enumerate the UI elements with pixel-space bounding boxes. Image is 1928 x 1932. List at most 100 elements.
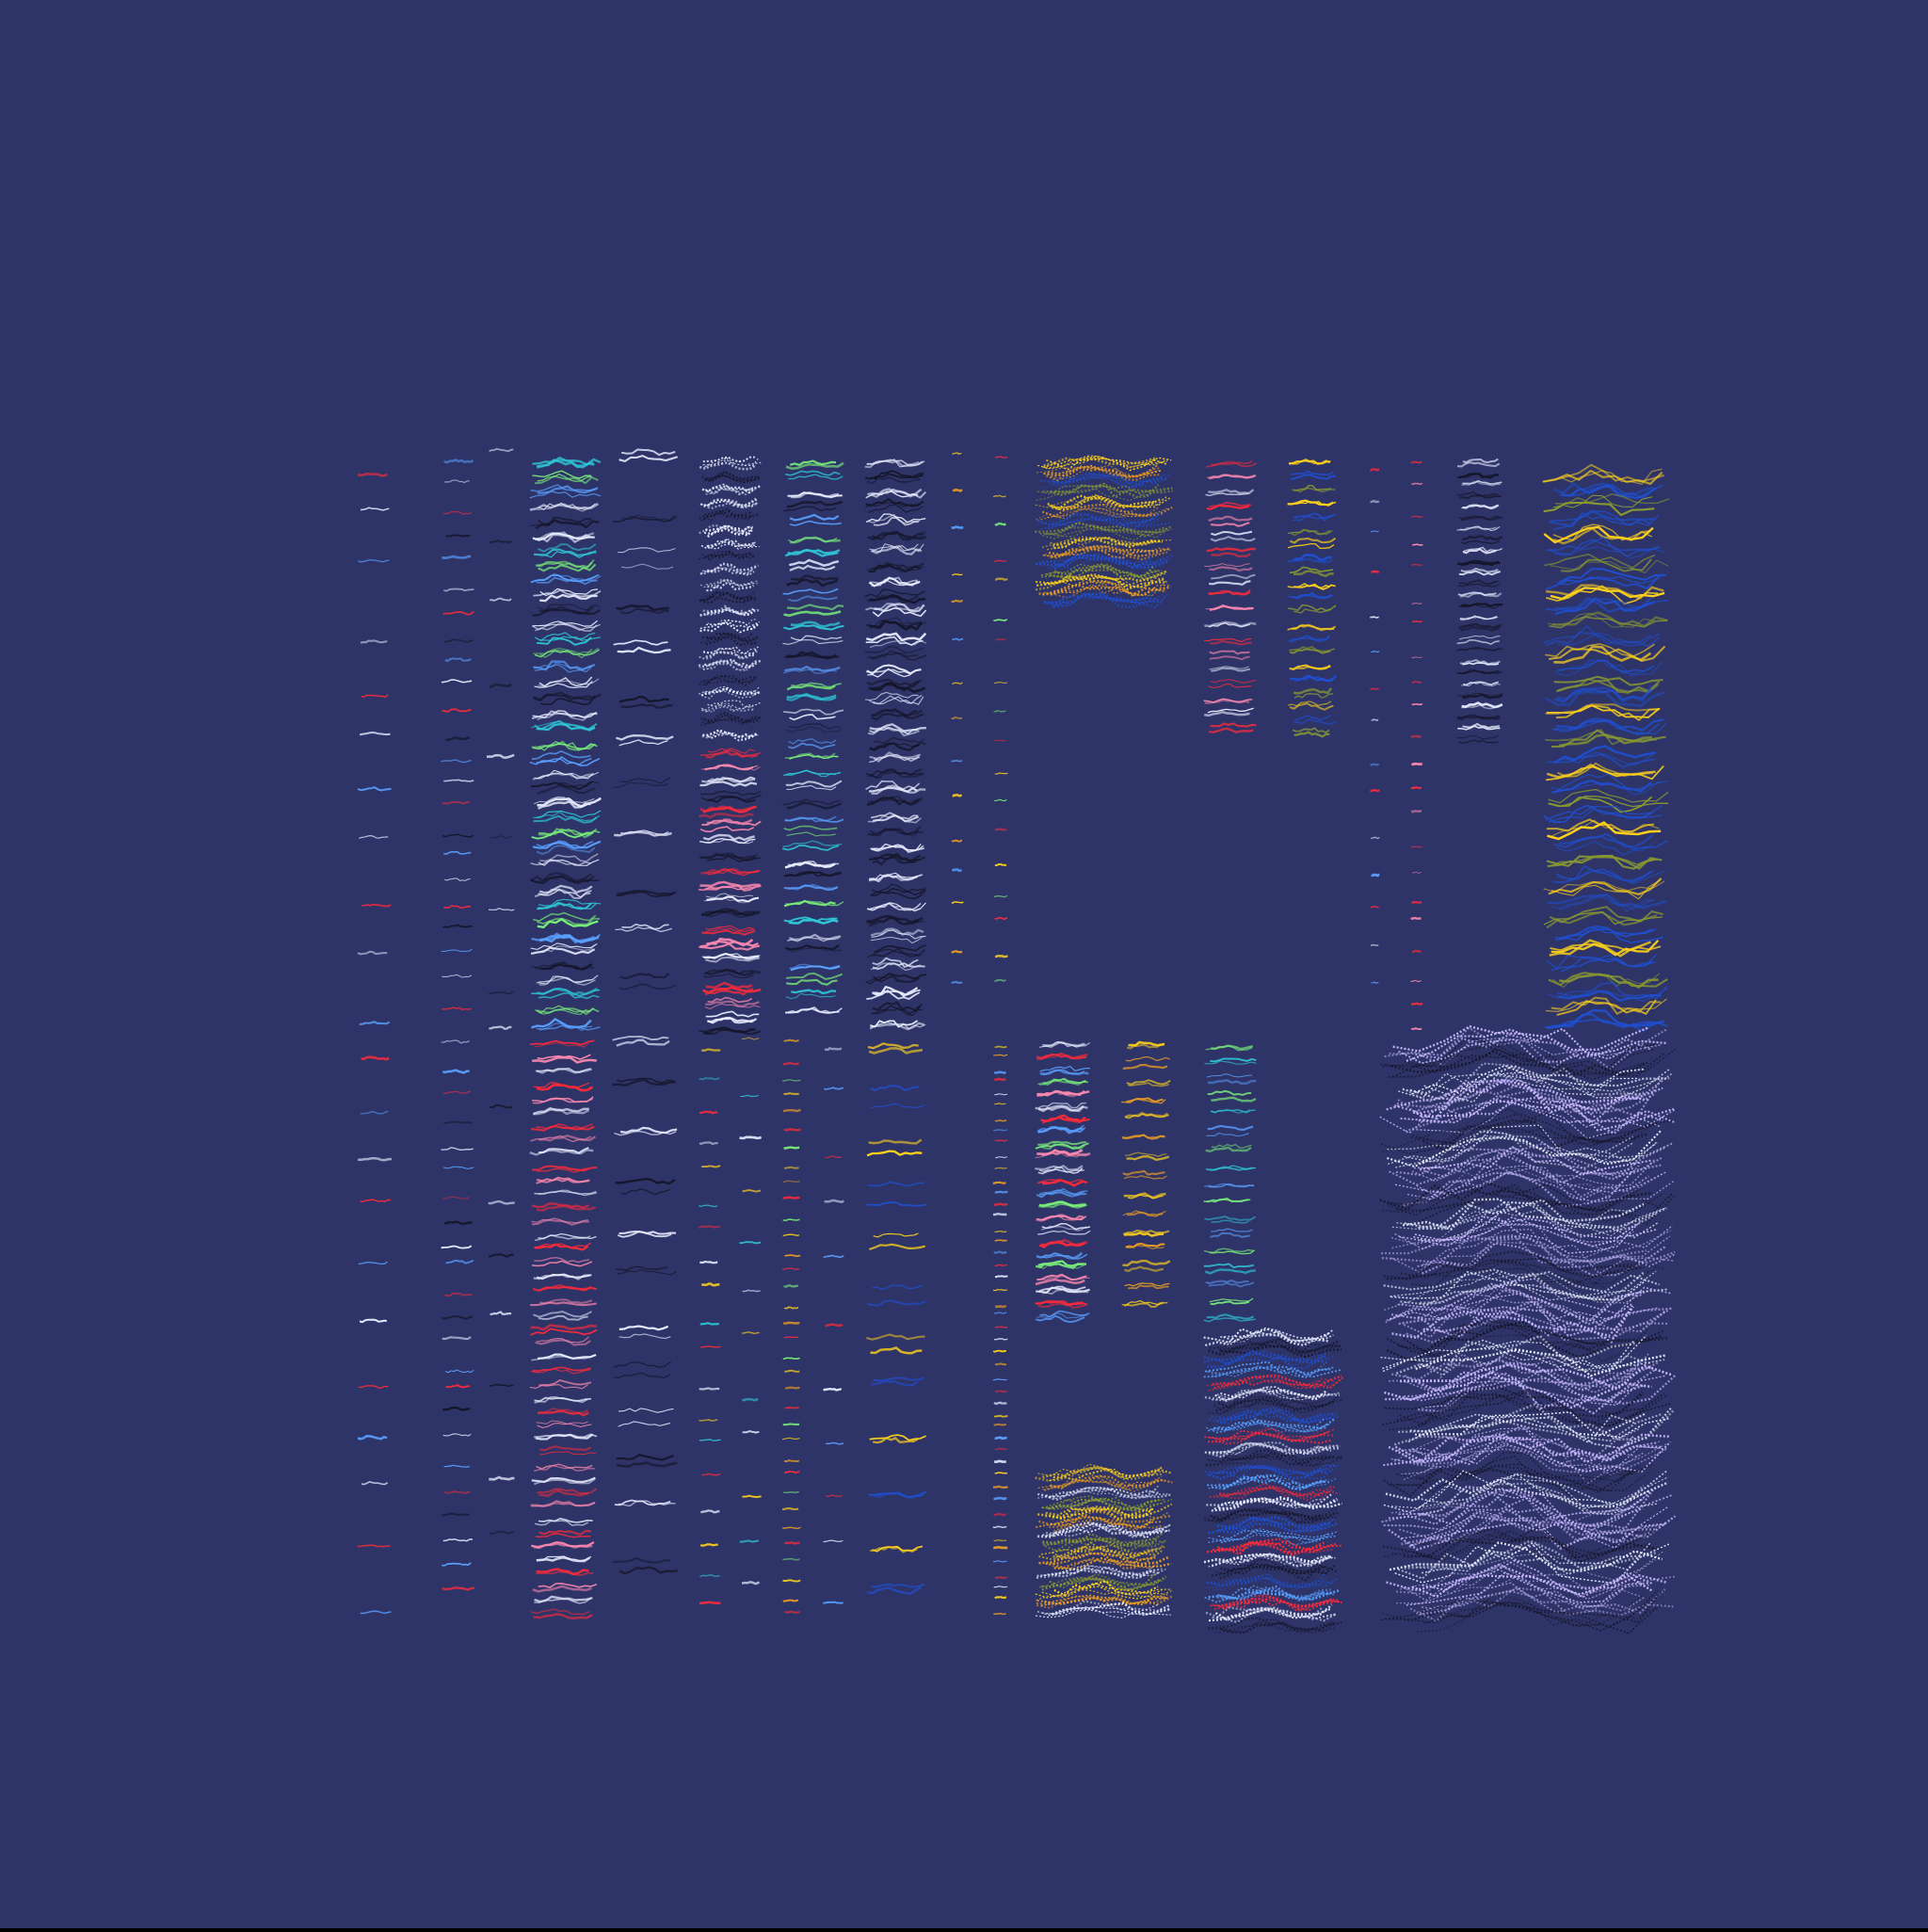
stroke-mark (358, 1261, 388, 1265)
stroke-mark (864, 691, 919, 701)
stroke-mark (1411, 1574, 1653, 1599)
stroke-mark (867, 1181, 924, 1187)
stroke-mark (619, 973, 670, 980)
stroke-mark (1550, 559, 1669, 574)
stroke-mark (441, 1245, 473, 1249)
stroke-mark (1211, 552, 1251, 558)
stroke-mark (1393, 1403, 1676, 1446)
stroke-mark (874, 944, 926, 954)
stroke-mark (1555, 717, 1664, 732)
stroke-mark (782, 798, 841, 806)
stroke-mark (1288, 700, 1332, 707)
stroke-mark (537, 485, 598, 494)
stroke-mark (1038, 1285, 1086, 1293)
stroke-mark (869, 786, 918, 793)
stroke-mark (532, 620, 598, 627)
stroke-mark (788, 474, 844, 480)
stroke-mark (534, 1256, 590, 1264)
stroke-mark (1223, 1516, 1336, 1532)
stroke-mark (445, 1259, 474, 1264)
stroke-mark (1217, 1518, 1339, 1533)
stroke-mark (1371, 718, 1379, 722)
stroke-mark (1553, 675, 1663, 686)
stroke-mark (1038, 1546, 1164, 1561)
stroke-mark (530, 1368, 591, 1375)
stroke-mark (1404, 1041, 1655, 1076)
stroke-mark (1409, 1406, 1673, 1449)
stroke-mark (1370, 530, 1379, 533)
stroke-mark (784, 1007, 840, 1014)
stroke-mark (1206, 1313, 1255, 1320)
stroke-mark (530, 1608, 590, 1616)
stroke-mark (613, 639, 668, 646)
stroke-mark (994, 1459, 1006, 1464)
stroke-mark (1382, 1463, 1653, 1497)
stroke-mark (1416, 1550, 1665, 1581)
stroke-mark (1552, 523, 1653, 541)
stroke-mark (699, 1141, 718, 1146)
stroke-mark (951, 716, 963, 720)
stroke-mark (537, 712, 596, 721)
stroke-mark (357, 1544, 391, 1548)
stroke-mark (700, 512, 754, 522)
stroke-mark (1381, 1489, 1653, 1531)
stroke-mark (441, 1039, 470, 1044)
stroke-mark (1203, 1553, 1333, 1564)
stroke-mark (536, 1205, 597, 1212)
stroke-mark (1124, 1282, 1170, 1287)
stroke-mark (1218, 1338, 1340, 1353)
stroke-column-15 (1369, 468, 1380, 984)
stroke-mark (1128, 1284, 1169, 1290)
stroke-mark (782, 1357, 800, 1360)
stroke-mark (443, 1120, 473, 1125)
stroke-mark (530, 871, 592, 882)
stroke-mark (994, 978, 1006, 982)
stroke-mark (1412, 1527, 1663, 1561)
stroke-mark (1212, 1596, 1340, 1612)
stroke-mark (784, 1406, 799, 1409)
stroke-mark (786, 801, 843, 810)
stroke-mark (1399, 1559, 1656, 1598)
stroke-mark (536, 722, 596, 732)
stroke-mark (994, 1167, 1007, 1169)
stroke-mark (616, 604, 669, 611)
stroke-mark (1208, 1376, 1335, 1392)
stroke-mark (534, 649, 601, 658)
stroke-mark (698, 1225, 721, 1229)
stroke-mark (707, 501, 760, 509)
stroke-mark (1048, 1497, 1156, 1511)
stroke-mark (1035, 1586, 1163, 1600)
stroke-mark (1545, 703, 1661, 715)
stroke-mark (1209, 655, 1250, 661)
stroke-mark (701, 592, 752, 602)
stroke-mark (1203, 698, 1253, 703)
stroke-mark (873, 1377, 925, 1382)
stroke-mark (1393, 1078, 1649, 1120)
stroke-mark (534, 1520, 589, 1526)
stroke-mark (1208, 1441, 1341, 1458)
stroke-mark (1418, 1199, 1667, 1230)
stroke-mark (490, 835, 513, 840)
stroke-mark (1210, 678, 1257, 684)
stroke-mark (824, 1046, 843, 1052)
stroke-mark (530, 946, 596, 956)
stroke-mark (1384, 1273, 1652, 1311)
stroke-mark (1293, 484, 1331, 492)
stroke-mark (1218, 1473, 1338, 1488)
stroke-mark (1457, 725, 1501, 731)
stroke-mark (1382, 1193, 1661, 1214)
stroke-mark (361, 1055, 390, 1061)
stroke-mark (1551, 895, 1654, 910)
stroke-mark (1395, 1334, 1636, 1375)
stroke-mark (442, 1166, 474, 1170)
stroke-mark (360, 1610, 392, 1615)
stroke-mark (1397, 1427, 1658, 1462)
stroke-mark (1219, 1409, 1332, 1425)
stroke-mark (535, 1570, 594, 1576)
stroke-mark (1546, 584, 1664, 600)
stroke-mark (1397, 1319, 1668, 1352)
stroke-mark (706, 527, 754, 538)
stroke-mark (535, 1433, 594, 1441)
stroke-mark (739, 1539, 760, 1543)
stroke-mark (873, 853, 922, 863)
